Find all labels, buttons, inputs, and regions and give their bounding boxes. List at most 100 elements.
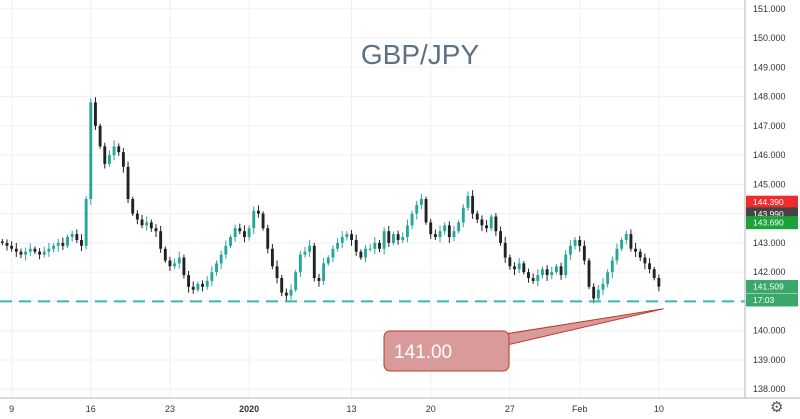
- candle-body: [359, 251, 363, 258]
- callout-label: 141.00: [394, 342, 452, 363]
- y-tick-label: 139.000: [753, 355, 786, 365]
- candle-body: [42, 251, 46, 255]
- price-tag: [746, 280, 798, 294]
- candle-body: [447, 225, 451, 238]
- candle-body: [187, 275, 191, 287]
- price-callout[interactable]: 141.00: [383, 308, 664, 372]
- candle-body: [205, 280, 209, 287]
- candle-body: [56, 242, 60, 246]
- candle-body: [94, 102, 97, 126]
- candle-body: [522, 263, 526, 273]
- candle-body: [410, 213, 414, 226]
- candle-body: [5, 242, 9, 246]
- candle-body: [354, 239, 358, 252]
- candle-body: [243, 231, 246, 238]
- candle-body: [107, 155, 111, 164]
- candle-body: [140, 219, 144, 226]
- candle-body: [568, 245, 572, 255]
- x-tick-label: Feb: [572, 404, 588, 414]
- candle-body: [103, 146, 107, 164]
- candle-body: [0, 241, 4, 243]
- candle-body: [210, 272, 214, 281]
- candle-body: [298, 254, 302, 273]
- candle-body: [368, 248, 372, 250]
- candle-body: [98, 125, 102, 147]
- candle-body: [489, 216, 493, 229]
- candle-body: [14, 248, 18, 252]
- candle-body: [289, 289, 293, 296]
- candle-body: [531, 278, 535, 281]
- callout-box[interactable]: [383, 330, 510, 372]
- candle-body: [52, 245, 55, 249]
- chart-title: GBP/JPY: [361, 39, 480, 70]
- y-tick-label: 146.000: [753, 150, 786, 160]
- y-tick-label: 147.000: [753, 121, 786, 131]
- candle-body: [396, 234, 400, 240]
- candle-body: [80, 239, 83, 246]
- candle-body: [294, 272, 298, 290]
- candle-body: [457, 222, 461, 232]
- price-tag-label: 141.509: [753, 282, 784, 292]
- candle-body: [554, 266, 558, 273]
- x-tick-label: 27: [505, 404, 515, 414]
- y-tick-label: 142.000: [753, 267, 786, 277]
- candle-body: [308, 245, 312, 252]
- candle-body: [503, 242, 507, 258]
- candle-body: [173, 263, 177, 267]
- y-tick-label: 150.000: [753, 33, 786, 43]
- candle-body: [415, 204, 419, 214]
- gear-icon[interactable]: ⚙: [770, 398, 783, 416]
- price-tag: [746, 293, 798, 307]
- candle-body: [280, 278, 284, 293]
- candle-body: [475, 213, 479, 220]
- candle-body: [559, 266, 563, 276]
- candle-body: [499, 231, 502, 243]
- candle-body: [266, 228, 270, 249]
- candle-body: [648, 263, 651, 270]
- price-tag: [746, 195, 798, 209]
- price-tag: [746, 216, 798, 230]
- candle-body: [233, 228, 237, 238]
- candle-body: [326, 257, 330, 264]
- candle-body: [24, 251, 28, 255]
- candle-body: [215, 263, 218, 273]
- candle-body: [131, 199, 135, 214]
- candle-body: [345, 234, 349, 238]
- candle-body: [126, 166, 130, 199]
- candle-body: [485, 225, 489, 229]
- candle-body: [587, 260, 591, 287]
- candle-body: [182, 257, 186, 276]
- candle-body: [121, 152, 125, 167]
- candle-body: [229, 237, 232, 246]
- candle-body: [373, 242, 377, 249]
- y-tick-label: 138.000: [753, 384, 786, 394]
- candle-body: [70, 234, 74, 238]
- candle-body: [224, 245, 228, 255]
- candle-body: [578, 239, 582, 246]
- candle-body: [322, 263, 326, 281]
- candle-body: [75, 234, 79, 240]
- time-axis[interactable]: 9 16 23 2020 13 20 27 Feb 10: [9, 404, 664, 414]
- candle-body: [336, 242, 340, 249]
- candle-body: [601, 283, 605, 290]
- candle-body: [247, 228, 251, 238]
- candle-body: [513, 266, 516, 270]
- candle-body: [33, 248, 37, 252]
- candle-body: [615, 248, 619, 261]
- callout-pointer: [498, 308, 664, 346]
- candle-body: [438, 231, 442, 238]
- candle-body: [461, 207, 465, 223]
- candle-body: [275, 266, 279, 279]
- candle-body: [550, 272, 554, 276]
- candle-body: [596, 289, 600, 299]
- candle-body: [219, 254, 223, 264]
- candle-body: [364, 248, 367, 258]
- candle-body: [517, 263, 521, 270]
- candle-body: [149, 222, 153, 229]
- candle-body: [66, 237, 69, 246]
- price-tag-label: 144.390: [753, 197, 784, 207]
- candle-body: [177, 257, 181, 264]
- candle-body: [28, 248, 32, 252]
- y-tick-label: 145.000: [753, 179, 786, 189]
